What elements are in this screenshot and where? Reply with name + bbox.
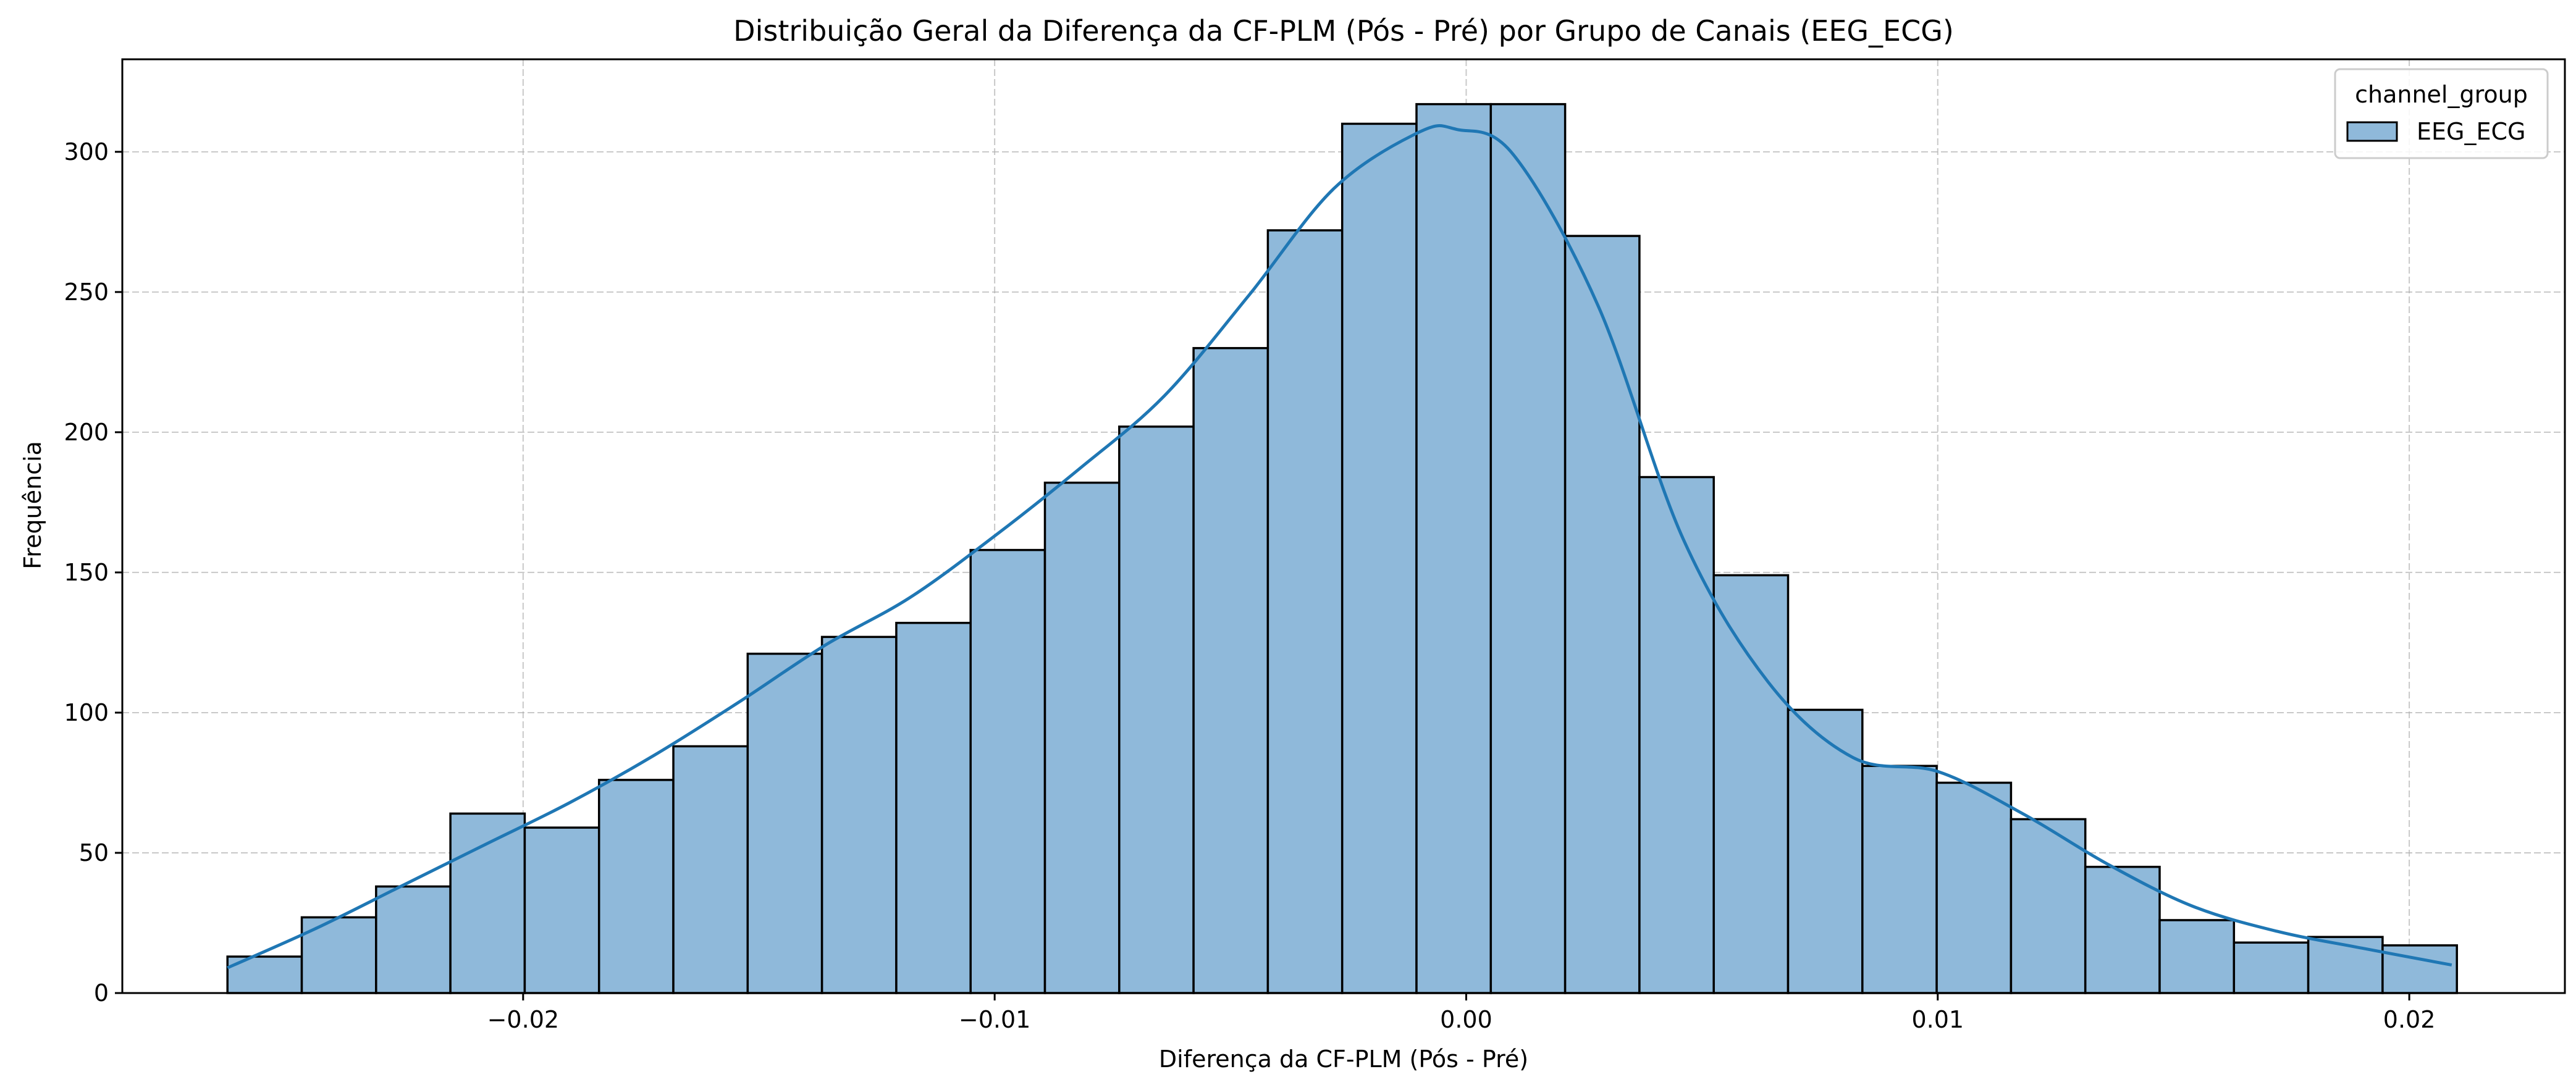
histogram-bar <box>2010 818 2087 994</box>
histogram-bar <box>523 826 600 994</box>
histogram-bar <box>1638 476 1715 994</box>
histogram-bar <box>1489 103 1567 994</box>
histogram-bar <box>2381 944 2458 994</box>
kde-curve <box>227 124 2452 970</box>
histogram-bar <box>1787 708 1864 994</box>
histogram-bar <box>1043 481 1121 994</box>
histogram-bar <box>449 812 526 994</box>
y-tick-label: 200 <box>64 419 109 446</box>
histogram-bar <box>672 745 749 994</box>
legend-title: channel_group <box>2355 81 2528 108</box>
kde-line-eeg-ecg <box>227 124 2452 970</box>
histogram-bars <box>226 103 2458 994</box>
histogram-bar <box>1192 346 1269 994</box>
histogram-bar <box>375 885 452 994</box>
histogram-bar <box>820 635 898 994</box>
y-tick-label: 0 <box>94 979 109 1007</box>
legend-swatch-eeg-ecg <box>2346 121 2398 142</box>
histogram-bar <box>1712 574 1790 994</box>
histogram-bar <box>2233 941 2310 994</box>
histogram-bar <box>895 621 972 994</box>
y-tick-label: 100 <box>64 699 109 726</box>
x-tick-label: −0.02 <box>487 1006 559 1033</box>
histogram-bar <box>1118 426 1195 994</box>
x-tick-label: 0.01 <box>1911 1006 1964 1033</box>
x-axis-ticks: −0.02 −0.01 0.00 0.01 0.02 <box>487 993 2436 1033</box>
y-tick-label: 150 <box>64 559 109 586</box>
x-tick-label: 0.02 <box>2383 1006 2436 1033</box>
y-tick-label: 250 <box>64 279 109 306</box>
legend: channel_group EEG_ECG <box>2334 68 2549 159</box>
x-tick-label: −0.01 <box>959 1006 1030 1033</box>
histogram-bar <box>1564 235 1641 994</box>
histogram-bar <box>746 652 823 994</box>
histogram-bar <box>1266 229 1344 994</box>
y-tick-label: 300 <box>64 138 109 166</box>
x-tick-label: 0.00 <box>1440 1006 1492 1033</box>
y-axis-label: Frequência <box>19 441 46 569</box>
plot-area-frame <box>121 58 2566 994</box>
histogram-bar <box>597 779 675 994</box>
histogram-bar <box>1935 781 2013 994</box>
x-axis-label: Diferença da CF-PLM (Pós - Pré) <box>1159 1046 1528 1073</box>
y-axis-ticks: 0 50 100 150 200 250 300 <box>64 138 122 1007</box>
y-tick-label: 50 <box>79 839 109 866</box>
histogram-bar <box>969 548 1046 994</box>
legend-entry-eeg-ecg: EEG_ECG <box>2417 118 2525 145</box>
histogram-bar <box>1341 122 1418 994</box>
histogram-bar <box>1415 103 1492 994</box>
histogram-bar <box>300 916 377 994</box>
histogram-bar <box>2158 919 2236 994</box>
histogram-bar <box>1861 765 1938 994</box>
chart-title: Distribuição Geral da Diferença da CF-PL… <box>733 14 1954 48</box>
